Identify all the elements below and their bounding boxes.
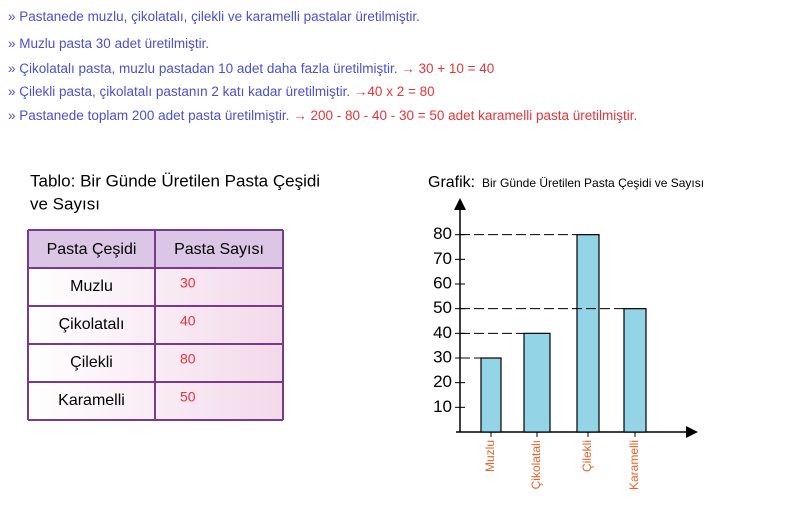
y-tick-label: 20 xyxy=(433,372,452,391)
text-line: » Pastanede toplam 200 adet pasta üretil… xyxy=(8,108,637,123)
y-tick-label: 80 xyxy=(433,224,452,243)
table-header: Pasta Sayısı xyxy=(174,241,264,258)
table-title: ve Sayısı xyxy=(30,194,100,213)
x-tick-label: Karamelli xyxy=(627,440,641,490)
bar xyxy=(576,234,600,433)
table-cell: Çikolatalı xyxy=(59,316,125,333)
table-cell: Çilekli xyxy=(70,354,113,371)
table-cell: 40 xyxy=(180,313,196,329)
table-header: Pasta Çeşidi xyxy=(47,241,137,258)
line-text: » Pastanede toplam 200 adet pasta üretil… xyxy=(8,108,289,123)
text-line: » Pastanede muzlu, çikolatalı, çilekli v… xyxy=(8,9,420,24)
bar xyxy=(623,308,647,433)
bar xyxy=(480,357,502,433)
x-tick-label: Çikolatalı xyxy=(529,440,543,489)
line-calc: → 30 + 10 = 40 xyxy=(401,61,494,76)
table-cell: 50 xyxy=(180,389,196,405)
text-line: » Çikolatalı pasta, muzlu pastadan 10 ad… xyxy=(8,61,494,76)
text-line: » Çilekli pasta, çikolatalı pastanın 2 k… xyxy=(8,84,435,99)
line-calc: →40 x 2 = 80 xyxy=(354,84,435,99)
chart-title-prefix: Grafik: xyxy=(428,174,475,191)
line-text: » Pastanede muzlu, çikolatalı, çilekli v… xyxy=(8,9,420,24)
line-text: » Çilekli pasta, çikolatalı pastanın 2 k… xyxy=(8,84,350,99)
text-line: » Muzlu pasta 30 adet üretilmiştir. xyxy=(8,36,209,51)
table-cell: Muzlu xyxy=(70,278,113,295)
table-cell: 30 xyxy=(180,275,196,291)
y-tick-label: 60 xyxy=(433,273,452,292)
x-tick-label: Çilekli xyxy=(580,440,594,472)
bar xyxy=(523,332,551,433)
x-tick-label: Muzlu xyxy=(483,440,497,472)
chart-title: Bir Günde Üretilen Pasta Çeşidi ve Sayıs… xyxy=(482,176,704,190)
line-text: » Çikolatalı pasta, muzlu pastadan 10 ad… xyxy=(8,61,397,76)
y-tick-label: 10 xyxy=(433,397,452,416)
y-tick-label: 30 xyxy=(433,347,452,366)
line-calc: → 200 - 80 - 40 - 30 = 50 adet karamelli… xyxy=(293,108,637,123)
y-tick-label: 70 xyxy=(433,249,452,268)
table-cell: 80 xyxy=(180,351,196,367)
table-title: Tablo: Bir Günde Üretilen Pasta Çeşidi xyxy=(30,171,320,190)
table-cell: Karamelli xyxy=(58,392,125,409)
line-text: » Muzlu pasta 30 adet üretilmiştir. xyxy=(8,36,209,51)
y-tick-label: 50 xyxy=(433,298,452,317)
y-tick-label: 40 xyxy=(433,323,452,342)
